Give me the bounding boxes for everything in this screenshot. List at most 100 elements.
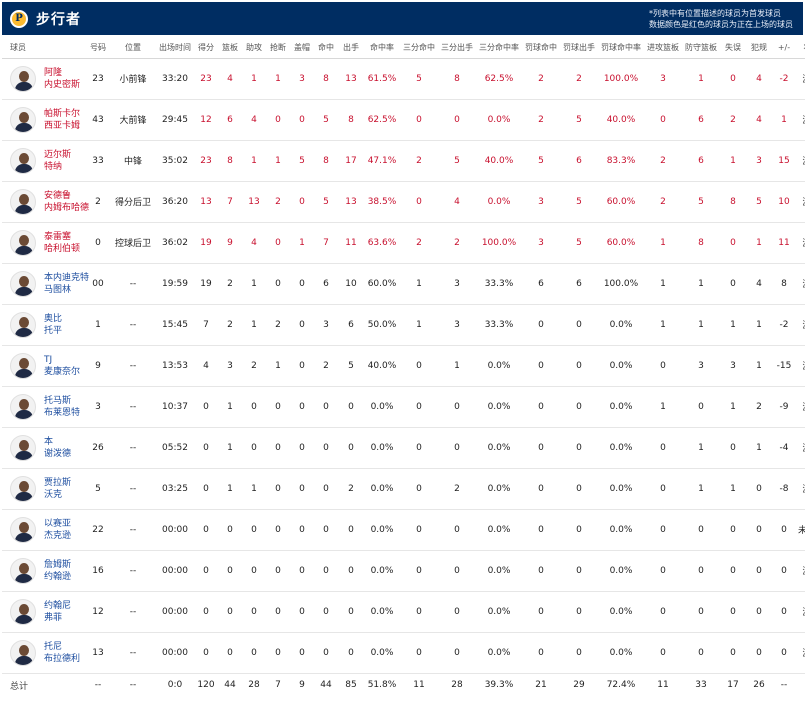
player-cell[interactable]: 贾拉斯 沃克 — [2, 468, 86, 510]
player-name-link[interactable]: 托马斯 布莱恩特 — [44, 395, 80, 419]
stat-cell: 0 — [290, 304, 314, 346]
player-cell[interactable]: 约翰尼 弗菲 — [2, 591, 86, 633]
player-avatar-icon[interactable] — [10, 352, 36, 379]
table-row[interactable]: 泰雷塞 哈利伯顿 0 控球后卫 36:02 19 9 4 0 1 7 11 63.6% 2 2 100.0% 3… — [2, 222, 805, 264]
table-row[interactable]: 托马斯 布莱恩特 3 -- 10:37 0 1 0 0 0 0 0 0.0% 0 0 0.0% 0 0 0.0% 1 0… — [2, 386, 805, 428]
stat-cell: 2 — [400, 140, 438, 182]
column-header[interactable]: 助攻 — [242, 38, 266, 59]
player-avatar-icon[interactable] — [10, 639, 36, 666]
player-avatar-icon[interactable] — [10, 270, 36, 297]
stat-cell: 激活 — [796, 58, 805, 100]
stat-cell: 0 — [438, 509, 476, 551]
column-header[interactable]: 出手 — [338, 38, 364, 59]
table-row[interactable]: 奥比 托平 1 -- 15:45 7 2 1 2 0 3 6 50.0% 1 3 33.3% 0 0 0.0% 1 1 1… — [2, 304, 805, 346]
stat-cell: 0 — [644, 550, 682, 592]
column-header[interactable]: 进攻篮板 — [644, 38, 682, 59]
column-header[interactable]: 三分命中 — [400, 38, 438, 59]
table-row[interactable]: 贾拉斯 沃克 5 -- 03:25 0 1 1 0 0 0 2 0.0% 0 2 0.0% 0 0 0.0% 0 1 1 0… — [2, 468, 805, 510]
player-avatar-icon[interactable] — [10, 598, 36, 625]
stat-cell: 0 — [560, 550, 598, 592]
player-cell[interactable]: 迈尔斯 特纳 — [2, 140, 86, 182]
column-header[interactable]: 罚球出手 — [560, 38, 598, 59]
column-header[interactable]: 三分命中率 — [476, 38, 522, 59]
player-name-link[interactable]: 安德鲁 内姆布哈德 — [44, 190, 89, 214]
stat-cell: 83.3% — [598, 140, 644, 182]
column-header[interactable]: +/- — [772, 38, 796, 59]
column-header[interactable]: 号码 — [86, 38, 110, 59]
player-name-link[interactable]: 以赛亚 杰克逊 — [44, 518, 71, 542]
table-row[interactable]: 本内迪克特 马图林 00 -- 19:59 19 2 1 0 0 6 10 60.0% 1 3 33.3% 6 6… — [2, 263, 805, 305]
player-avatar-icon[interactable] — [10, 557, 36, 584]
column-header[interactable]: 命中率 — [364, 38, 400, 59]
player-cell[interactable]: 奥比 托平 — [2, 304, 86, 346]
column-header[interactable]: 命中 — [314, 38, 338, 59]
player-cell[interactable]: 帕斯卡尔 西亚卡姆 — [2, 99, 86, 141]
table-row[interactable]: 托尼 布拉德利 13 -- 00:00 0 0 0 0 0 0 0 0.0% 0 0 0.0% 0 0 0.0% 0 0… — [2, 632, 805, 674]
player-name-link[interactable]: 贾拉斯 沃克 — [44, 477, 71, 501]
player-cell[interactable]: 以赛亚 杰克逊 — [2, 509, 86, 551]
column-header[interactable]: 失误 — [720, 38, 746, 59]
table-row[interactable]: 詹姆斯 约翰逊 16 -- 00:00 0 0 0 0 0 0 0 0.0% 0 0 0.0% 0 0 0.0% 0 0… — [2, 550, 805, 592]
table-row[interactable]: 约翰尼 弗菲 12 -- 00:00 0 0 0 0 0 0 0 0.0% 0 0 0.0% 0 0 0.0% 0 0 0… — [2, 591, 805, 633]
column-header[interactable]: 位置 — [110, 38, 156, 59]
stat-cell: 0 — [772, 550, 796, 592]
table-row[interactable]: 安德鲁 内姆布哈德 2 得分后卫 36:20 13 7 13 2 0 5 13 38.5% 0 4 0.0% 3… — [2, 181, 805, 223]
table-row[interactable]: 以赛亚 杰克逊 22 -- 00:00 0 0 0 0 0 0 0 0.0% 0 0 0.0% 0 0 0.0% 0 0… — [2, 509, 805, 551]
player-name-link[interactable]: 本内迪克特 马图林 — [44, 272, 89, 296]
player-cell[interactable]: 阿隆 内史密斯 — [2, 58, 86, 100]
player-avatar-icon[interactable] — [10, 229, 36, 256]
stat-cell: 0 — [218, 591, 242, 633]
stat-cell: 0 — [314, 550, 338, 592]
column-header[interactable]: 抢断 — [266, 38, 290, 59]
player-cell[interactable]: 本内迪克特 马图林 — [2, 263, 89, 305]
table-row[interactable]: 迈尔斯 特纳 33 中锋 35:02 23 8 1 1 5 8 17 47.1% 2 5 40.0% 5 6 83.… — [2, 140, 805, 182]
player-name-link[interactable]: 詹姆斯 约翰逊 — [44, 559, 71, 583]
player-name-link[interactable]: 泰雷塞 哈利伯顿 — [44, 231, 80, 255]
column-header[interactable]: 三分出手 — [438, 38, 476, 59]
player-cell[interactable]: 詹姆斯 约翰逊 — [2, 550, 86, 592]
player-avatar-icon[interactable] — [10, 65, 36, 92]
column-header[interactable]: 球员 — [2, 38, 86, 59]
stat-cell: 0 — [290, 550, 314, 592]
column-header[interactable]: 得分 — [194, 38, 218, 59]
stat-cell: 2 — [218, 304, 242, 346]
table-row[interactable]: 阿隆 内史密斯 23 小前锋 33:20 23 4 1 1 3 8 13 61.5% 5 8 62.5% 2 2 1… — [2, 58, 805, 100]
player-cell[interactable]: TJ 麦康奈尔 — [2, 345, 86, 387]
player-name-link[interactable]: 托尼 布拉德利 — [44, 641, 80, 665]
player-cell[interactable]: 安德鲁 内姆布哈德 — [2, 181, 89, 223]
column-header[interactable]: 篮板 — [218, 38, 242, 59]
player-avatar-icon[interactable] — [10, 311, 36, 338]
player-avatar-icon[interactable] — [10, 147, 36, 174]
player-cell[interactable]: 泰雷塞 哈利伯顿 — [2, 222, 86, 264]
stat-cell: 0 — [290, 263, 314, 305]
column-header[interactable]: 盖帽 — [290, 38, 314, 59]
stat-cell: 0 — [314, 591, 338, 633]
player-avatar-icon[interactable] — [10, 475, 36, 502]
player-name-link[interactable]: 阿隆 内史密斯 — [44, 67, 80, 91]
player-cell[interactable]: 托尼 布拉德利 — [2, 632, 86, 674]
player-avatar-icon[interactable] — [10, 516, 36, 543]
player-avatar-icon[interactable] — [10, 188, 36, 215]
column-header[interactable]: 罚球命中 — [522, 38, 560, 59]
player-avatar-icon[interactable] — [10, 106, 36, 133]
player-name-link[interactable]: 约翰尼 弗菲 — [44, 600, 71, 624]
player-name-link[interactable]: 帕斯卡尔 西亚卡姆 — [44, 108, 80, 132]
player-avatar-icon[interactable] — [10, 393, 36, 420]
table-row[interactable]: TJ 麦康奈尔 9 -- 13:53 4 3 2 1 0 2 5 40.0% 0 1 0.0% 0 0 0.0% 0 3… — [2, 345, 805, 387]
player-cell[interactable]: 托马斯 布莱恩特 — [2, 386, 86, 428]
column-header[interactable]: 犯规 — [746, 38, 772, 59]
total-cell: 9 — [299, 680, 305, 691]
player-name-link[interactable]: TJ 麦康奈尔 — [44, 354, 80, 378]
table-row[interactable]: 本谢泼德 26 -- 05:52 0 1 0 0 0 0 0 0.0% 0 0 0.0% 0 0 0.0% 0 1 0 1… — [2, 427, 805, 469]
table-row[interactable]: 帕斯卡尔 西亚卡姆 43 大前锋 29:45 12 6 4 0 0 5 8 62.5% 0 0 0.0% 2 5 4… — [2, 99, 805, 141]
player-avatar-icon[interactable] — [10, 434, 36, 461]
player-name-link[interactable]: 本谢泼德 — [44, 436, 71, 460]
column-header[interactable]: 防守篮板 — [682, 38, 720, 59]
stat-cell: 11 — [338, 222, 364, 264]
player-cell[interactable]: 本谢泼德 — [2, 427, 86, 469]
player-name-link[interactable]: 迈尔斯 特纳 — [44, 149, 71, 173]
player-name-link[interactable]: 奥比 托平 — [44, 313, 62, 337]
column-header[interactable]: 罚球命中率 — [598, 38, 644, 59]
column-header[interactable]: 状态 — [796, 38, 805, 59]
column-header[interactable]: 出场时间 — [156, 38, 194, 59]
